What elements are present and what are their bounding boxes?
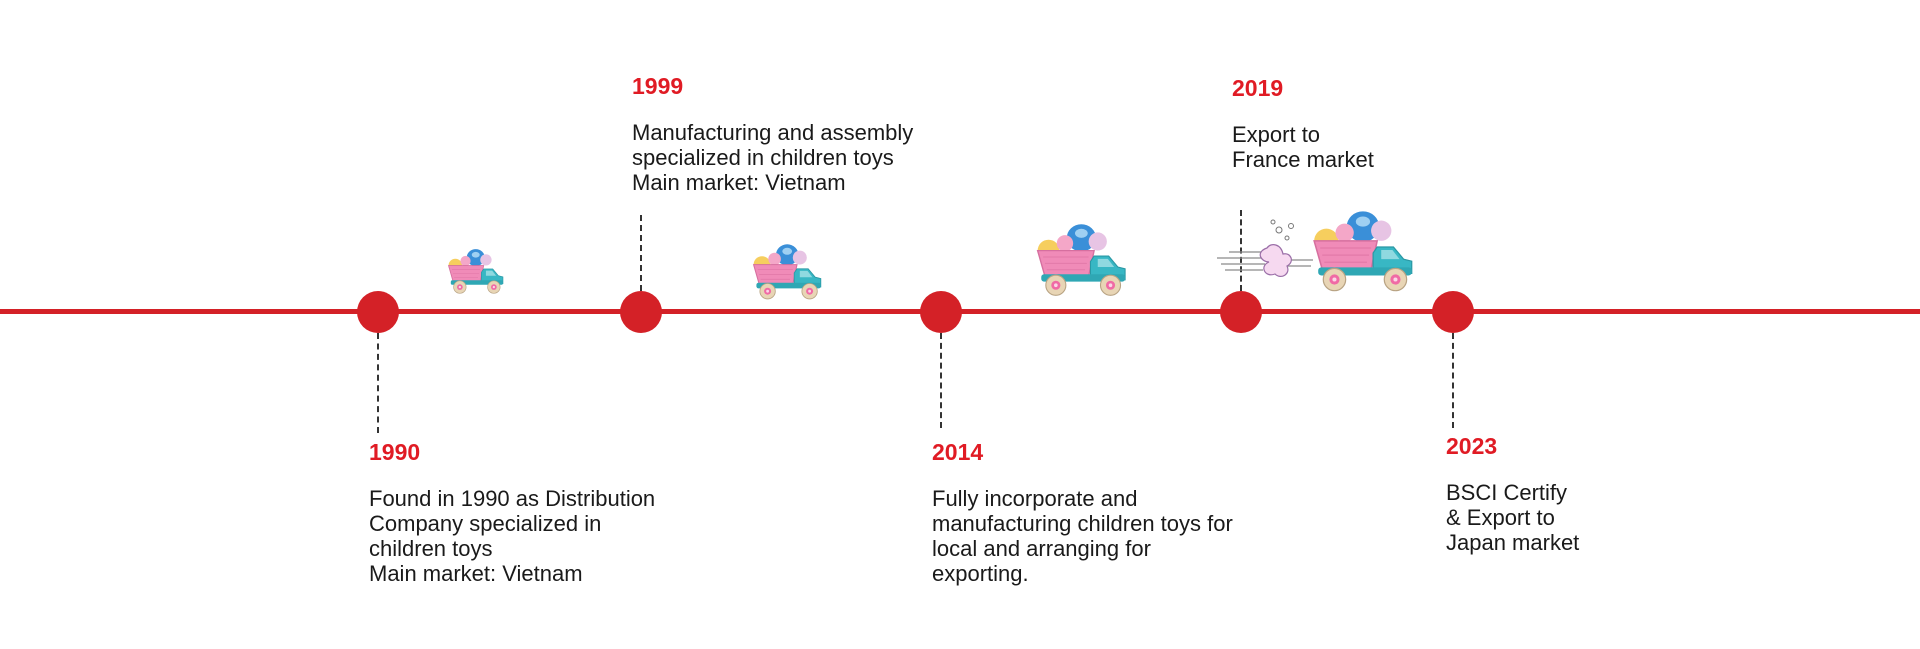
milestone-description-line: local and arranging for: [932, 536, 1151, 561]
milestone-1999: 1999 Manufacturing and assembly speciali…: [632, 72, 913, 195]
milestone-description-line: Company specialized in: [369, 511, 602, 536]
milestone-description-line: manufacturing children toys for: [932, 511, 1233, 536]
milestone-description-line: Japan market: [1446, 530, 1580, 555]
milestone-description-line: Found in 1990 as Distribution: [369, 486, 656, 511]
milestone-year: 2023: [1446, 433, 1498, 459]
connector-1990: [377, 333, 379, 433]
milestone-2014: 2014 Fully incorporate and manufacturing…: [932, 438, 1233, 586]
milestone-description-line: France market: [1232, 147, 1374, 172]
milestone-description-line: Main market: Vietnam: [369, 561, 583, 586]
milestone-dot-1990: [357, 291, 399, 333]
toy-truck-icon: [748, 238, 832, 301]
milestone-description-line: Fully incorporate and: [932, 486, 1138, 511]
milestone-description-line: Manufacturing and assembly: [632, 120, 914, 145]
milestone-1990: 1990 Found in 1990 as Distribution Compa…: [369, 438, 655, 586]
toy-truck-icon: [1030, 216, 1140, 298]
milestone-2023: 2023 BSCI Certify & Export to Japan mark…: [1446, 432, 1579, 555]
milestone-2019: 2019 Export to France market: [1232, 74, 1374, 172]
milestone-dot-1999: [620, 291, 662, 333]
speed-lines-icon: [1217, 219, 1313, 278]
connector-2014: [940, 333, 942, 428]
connector-2023: [1452, 333, 1454, 428]
toy-truck-icon: [444, 244, 512, 295]
milestone-dot-2019: [1220, 291, 1262, 333]
milestone-description-line: & Export to: [1446, 505, 1555, 530]
milestone-description-line: specialized in children toys: [632, 145, 894, 170]
milestone-dot-2023: [1432, 291, 1474, 333]
milestone-description-line: children toys: [369, 536, 493, 561]
milestone-description-line: Main market: Vietnam: [632, 170, 846, 195]
milestone-description-line: Export to: [1232, 122, 1321, 147]
milestone-year: 2014: [932, 439, 984, 465]
connector-2019: [1240, 210, 1242, 291]
milestone-dot-2014: [920, 291, 962, 333]
milestone-description-line: exporting.: [932, 561, 1029, 586]
milestone-description-line: BSCI Certify: [1446, 480, 1568, 505]
milestone-year: 1999: [632, 73, 684, 99]
toy-truck-icon: [1306, 202, 1428, 294]
milestone-year: 2019: [1232, 75, 1284, 101]
milestone-year: 1990: [369, 439, 421, 465]
connector-1999: [640, 215, 642, 291]
